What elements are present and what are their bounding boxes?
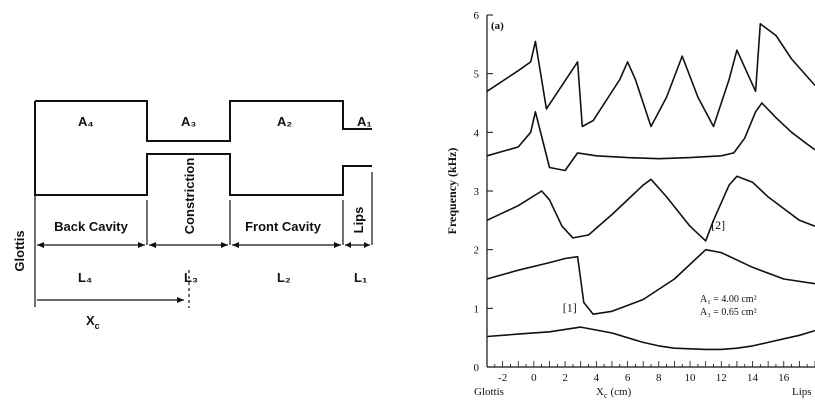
x-tick-label: 4	[594, 372, 600, 384]
x-tick-label: 2	[562, 372, 568, 384]
x-tick-label: -2	[498, 372, 507, 384]
vocal-tract-upper-outline	[35, 100, 372, 142]
x-tick-label: 12	[716, 372, 727, 384]
length-label-l3: L₃	[184, 270, 198, 285]
series-group	[486, 23, 815, 351]
area-label-a1: A₁	[357, 114, 372, 129]
area-label-a3: A₃	[181, 114, 196, 129]
formant-curve-5	[486, 23, 815, 128]
annotation-label: [1]	[563, 300, 577, 314]
x-tick-label: 6	[625, 372, 631, 384]
y-tick-label: 3	[474, 186, 480, 198]
y-tick-label: 0	[474, 362, 480, 374]
lips-label: Lips	[351, 207, 366, 234]
annotation-label: [2]	[711, 218, 725, 232]
xc-arrowhead	[177, 297, 184, 303]
formant-curve-1	[486, 326, 815, 351]
area-label-a2: A₂	[277, 114, 292, 129]
x-tick-label: 8	[656, 372, 662, 384]
y-tick-label: 5	[474, 69, 480, 81]
x-tick-label: 10	[685, 372, 697, 384]
back-cavity-label: Back Cavity	[54, 219, 128, 234]
tube-diagram: A₄ A₃ A₂ A₁ Glottis Back Cavity Constric…	[12, 100, 373, 331]
length-label-l1: L₁	[354, 270, 367, 285]
x-axis-title: Xc (cm)	[596, 386, 632, 400]
formant-curve-4	[486, 102, 815, 172]
y-axis-title: Frequency (kHz)	[445, 148, 459, 235]
length-label-l4: L₄	[78, 270, 92, 285]
formant-curve-3	[486, 175, 815, 242]
y-tick-label: 1	[474, 303, 480, 315]
y-tick-label: 4	[474, 127, 480, 139]
x-tick-label: 0	[531, 372, 537, 384]
area-value-a3: A₃ = 0.65 cm²	[700, 307, 757, 318]
glottis-label: Glottis	[12, 230, 27, 271]
x-tick-label: 14	[747, 372, 759, 384]
x-right-end-label: Lips	[792, 386, 812, 398]
y-axis-ticks: 0 1 2 3 4 5 6	[474, 10, 493, 374]
x-axis-ticks: -2 0 2 4 6 8 10 12 14 16	[486, 361, 815, 384]
front-cavity-label: Front Cavity	[245, 219, 322, 234]
xc-label: Xc	[86, 313, 100, 331]
formant-curve-2	[486, 248, 815, 315]
area-value-a1: A₁ = 4.00 cm²	[700, 294, 757, 305]
vocal-tract-lower-outline	[34, 101, 372, 196]
area-label-a4: A₄	[78, 114, 94, 129]
constriction-label: Constriction	[182, 158, 197, 235]
x-left-end-label: Glottis	[474, 386, 504, 398]
y-tick-label: 6	[474, 10, 480, 22]
annotations: [1] [2]	[563, 218, 725, 314]
y-tick-label: 2	[474, 245, 480, 257]
length-label-l2: L₂	[277, 270, 291, 285]
x-tick-label: 16	[778, 372, 790, 384]
panel-label: (a)	[491, 20, 504, 32]
